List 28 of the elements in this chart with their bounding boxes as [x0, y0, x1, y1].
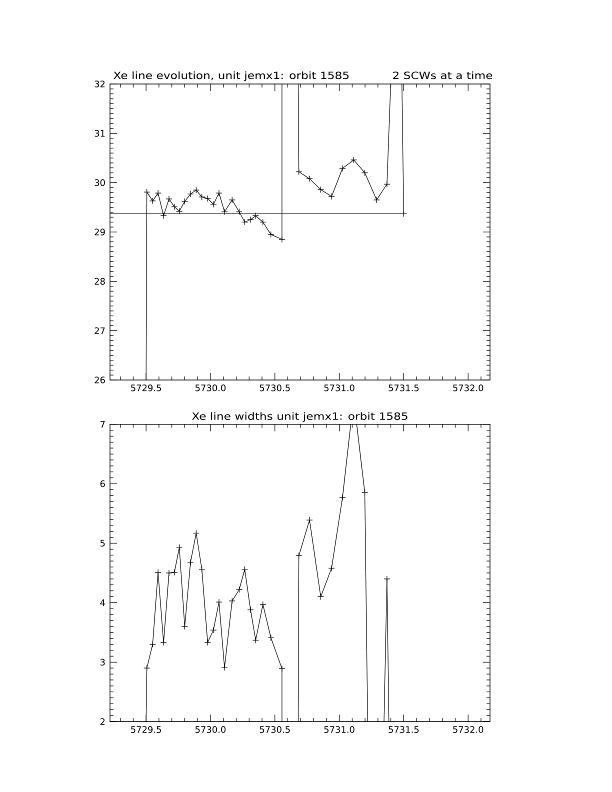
chart-subtitle: 2 SCWs at a time	[393, 71, 492, 80]
y-tick-label: 4	[100, 599, 105, 606]
x-tick-label: 5730.5	[260, 726, 290, 733]
chart-title: Xe line evolution, unit jemx1: orbit 1585	[114, 71, 349, 82]
y-tick-label: 29	[94, 228, 105, 236]
y-tick-label: 28	[94, 278, 105, 285]
x-tick-label: 5729.5	[131, 726, 161, 733]
x-tick-label: 5732.0	[453, 726, 484, 733]
y-tick-label: 31	[94, 130, 105, 137]
x-tick-label: 5729.5	[131, 384, 161, 392]
x-tick-label: 5730.5	[260, 384, 290, 392]
y-tick-label: 5	[100, 540, 105, 547]
y-tick-label: 2	[100, 718, 105, 725]
y-tick-label: 32	[94, 80, 105, 88]
x-tick-label: 5731.0	[324, 384, 354, 392]
x-tick-label: 5732.0	[453, 384, 484, 392]
y-tick-label: 26	[94, 376, 105, 384]
x-tick-label: 5731.5	[388, 726, 419, 733]
y-tick-label: 6	[100, 480, 105, 488]
x-tick-label: 5730.0	[195, 384, 226, 392]
x-tick-label: 5731.0	[324, 726, 354, 733]
y-tick-label: 7	[100, 421, 105, 428]
y-tick-label: 27	[94, 327, 105, 334]
chart-title: Xe line widths unit jemx1: orbit 1585	[192, 412, 408, 422]
x-tick-label: 5730.0	[195, 726, 226, 733]
y-tick-label: 3	[100, 658, 105, 666]
y-tick-label: 30	[94, 179, 105, 186]
x-tick-label: 5731.5	[388, 384, 419, 392]
